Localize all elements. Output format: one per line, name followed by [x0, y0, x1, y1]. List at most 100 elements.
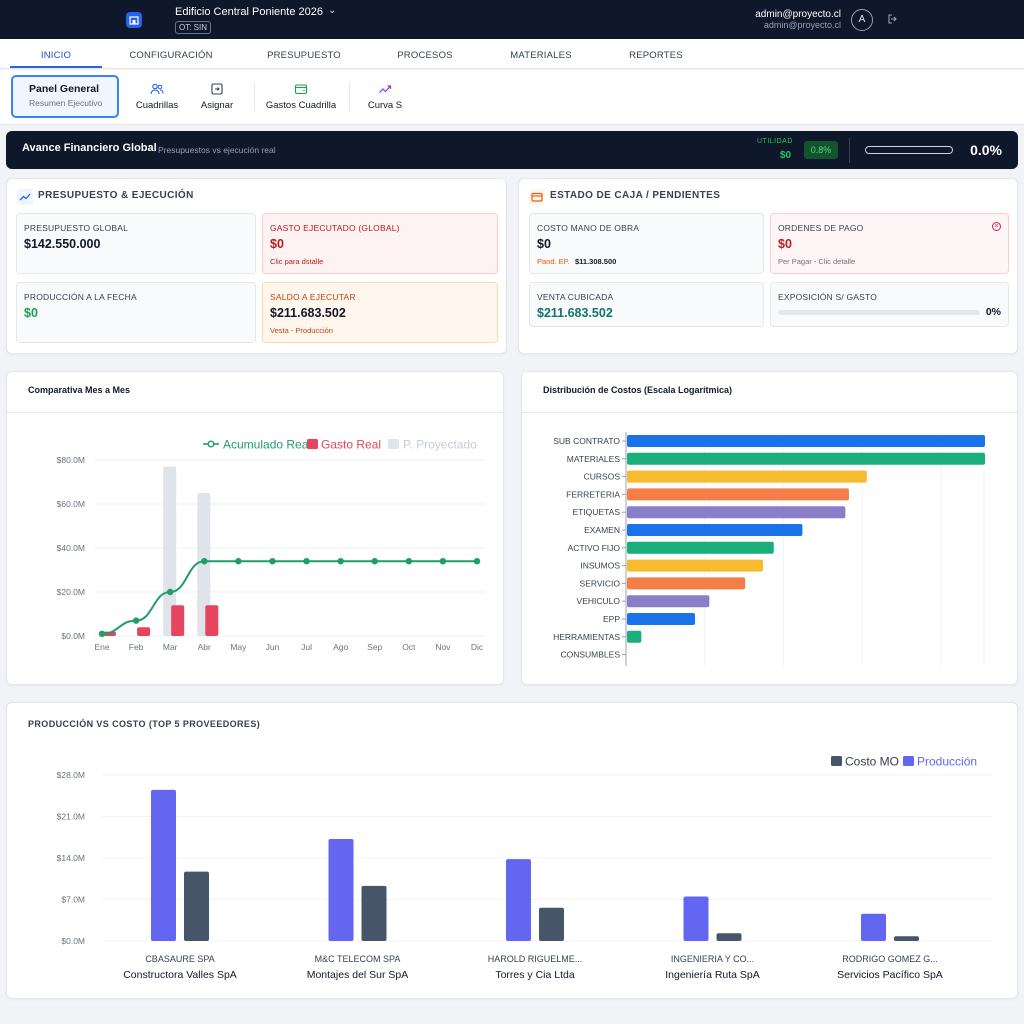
y-tick-label: $7.0M: [61, 895, 85, 905]
legend-label-acumulado: Acumulado Real: [223, 438, 311, 452]
kpi-label: ORDENES DE PAGO: [778, 223, 864, 233]
gasto-real-bar: [205, 605, 219, 636]
subnav-gastos-cuadrilla[interactable]: Gastos Cuadrilla: [262, 82, 340, 111]
produccion-bar: [683, 896, 709, 941]
sub-navigation: [0, 70, 1024, 125]
subnav-curva-s[interactable]: Curva S: [363, 82, 407, 111]
produccion-bar: [151, 789, 176, 941]
cost-bar: [627, 488, 849, 501]
estado-caja-card: ESTADO DE CAJA / PENDIENTES COSTO MANO D…: [518, 178, 1018, 354]
category-label: INSUMOS: [580, 561, 620, 571]
category-label: HAROLD RIGUELME...: [488, 954, 583, 964]
cost-bar: [627, 577, 746, 590]
subcategory-label: Ingeniería Ruta SpA: [665, 969, 760, 981]
comparativa-chart: $0.0M $20.0M $40.0M $60.0M $80.0M Ene Feb Mar Ab…: [57, 438, 485, 652]
costo-mo-bar: [716, 933, 742, 941]
logout-icon[interactable]: [887, 13, 899, 28]
category-label: EPP: [603, 614, 620, 624]
top-bar: Edificio Central Poniente 2026 ⌄ OT: SIN…: [0, 0, 1024, 39]
cost-bar: [627, 506, 846, 519]
tab-materiales[interactable]: MATERIALES: [510, 50, 572, 61]
tab-presupuesto[interactable]: PRESUPUESTO: [267, 50, 341, 61]
kpi-exposicion: EXPOSICIÓN S/ GASTO 0%: [770, 282, 1009, 327]
subnav-gastos-cuadrilla-label: Gastos Cuadrilla: [265, 100, 337, 111]
kpi-value: $211.683.502: [537, 306, 613, 320]
produccion-bar: [506, 859, 531, 941]
projected-bar: [163, 466, 177, 636]
cost-bar: [627, 541, 774, 554]
kpi-label: PRODUCCIÓN A LA FECHA: [24, 292, 137, 302]
tab-inicio[interactable]: INICIO: [40, 50, 72, 61]
financial-progress-banner: Avance Financiero Global Presupuestos vs…: [6, 131, 1018, 169]
banner-divider: [849, 138, 850, 163]
x-tick-label: Feb: [129, 642, 144, 652]
category-label: M&C TELECOM SPA: [315, 954, 401, 964]
exposicion-bar: [778, 310, 980, 315]
category-label: HERRAMIENTAS: [553, 632, 620, 642]
kpi-label: GASTO EJECUTADO (GLOBAL): [270, 223, 400, 233]
tab-procesos[interactable]: PROCESOS: [397, 50, 453, 61]
kpi-saldo-ejecutar: SALDO A EJECUTAR $211.683.502 Vesta - Pr…: [262, 282, 498, 343]
kpi-value: $0: [24, 306, 38, 320]
user-email: admin@proyecto.cl: [755, 9, 841, 20]
kpi-value: $0: [270, 237, 284, 251]
y-tick-label: $0.0M: [61, 936, 85, 946]
kpi-ordenes-pago[interactable]: ORDENES DE PAGO $0 Per Pagar - Clic deta…: [770, 213, 1009, 274]
alert-icon: ×: [992, 222, 1001, 231]
tab-configuracion[interactable]: CONFIGURACIÓN: [129, 50, 213, 61]
kpi-note: Vesta - Producción: [270, 326, 333, 335]
cost-bar: [627, 452, 985, 465]
kpi-label: VENTA CUBICADA: [537, 292, 614, 302]
category-label: CURSOS: [584, 472, 621, 482]
x-tick-label: May: [230, 642, 247, 652]
subnav-asignar[interactable]: Asignar: [196, 82, 238, 111]
x-tick-label: Mar: [163, 642, 178, 652]
cost-bar: [627, 595, 710, 608]
y-tick-label: $20.0M: [57, 587, 85, 597]
kpi-note: Per Pagar - Clic detalle: [778, 257, 856, 266]
kpi-presupuesto-global: PRESUPUESTO GLOBAL $142.550.000: [16, 213, 256, 274]
produccion-bar: [861, 913, 886, 941]
x-tick-label: Ago: [333, 642, 348, 652]
costo-mo-bar: [361, 885, 387, 941]
wallet-icon: [529, 189, 545, 205]
chevron-down-icon[interactable]: ⌄: [328, 5, 337, 16]
cost-bar: [627, 435, 985, 447]
kpi-label: SALDO A EJECUTAR: [270, 292, 356, 302]
acumulado-point: [371, 558, 378, 565]
category-label: RODRIGO GOMEZ G...: [842, 954, 938, 964]
kpi-gasto-ejecutado[interactable]: GASTO EJECUTADO (GLOBAL) $0 Clic para ds…: [262, 213, 498, 274]
active-tab-indicator: [10, 66, 102, 68]
users-icon: [150, 83, 164, 95]
estado-caja-card-title: ESTADO DE CAJA / PENDIENTES: [550, 190, 721, 201]
kpi-pending-label: Pand. EP.: [537, 257, 570, 266]
global-progress-percent: 0.0%: [970, 142, 1002, 158]
gasto-real-bar: [171, 605, 185, 636]
chart-trend-icon: [17, 189, 33, 205]
category-label: SERVICIO: [580, 578, 621, 588]
panel-general-button[interactable]: Panel General Resumen Ejecutivo: [11, 75, 119, 118]
subnav-cuadrillas[interactable]: Cuadrillas: [131, 82, 183, 111]
kpi-pending-value: $11.308.500: [575, 257, 617, 266]
kpi-value: $211.683.502: [270, 306, 346, 320]
exposicion-percent: 0%: [985, 306, 1001, 318]
costo-mo-bar: [184, 871, 209, 941]
avatar[interactable]: A: [851, 9, 873, 31]
global-progress-bar: [865, 146, 953, 154]
project-badge: OT: SIN: [175, 21, 212, 34]
project-selector[interactable]: Edificio Central Poniente 2026: [175, 6, 323, 18]
building-icon[interactable]: [126, 12, 142, 28]
acumulado-point: [98, 630, 106, 637]
tab-reportes[interactable]: REPORTES: [629, 50, 683, 61]
legend-label-gasto: Gasto Real: [321, 438, 381, 452]
x-tick-label: Dic: [471, 642, 484, 652]
category-label: SUB CONTRATO: [553, 436, 620, 446]
legend-swatch-costo: [831, 756, 842, 766]
cost-bar: [627, 630, 642, 643]
proveedores-chart-title: PRODUCCIÓN VS COSTO (TOP 5 PROVEEDORES): [28, 719, 261, 729]
category-label: VEHICULO: [577, 596, 621, 606]
comparativa-chart-card: Comparativa Mes a Mes $0.0M $20.0M $40.0M $…: [6, 371, 504, 685]
distribucion-chart: SUB CONTRATO MATERIALES CURSOS FERRETERIA ET…: [553, 432, 985, 666]
legend-swatch-produccion: [903, 756, 914, 766]
y-tick-label: $21.0M: [57, 812, 85, 822]
